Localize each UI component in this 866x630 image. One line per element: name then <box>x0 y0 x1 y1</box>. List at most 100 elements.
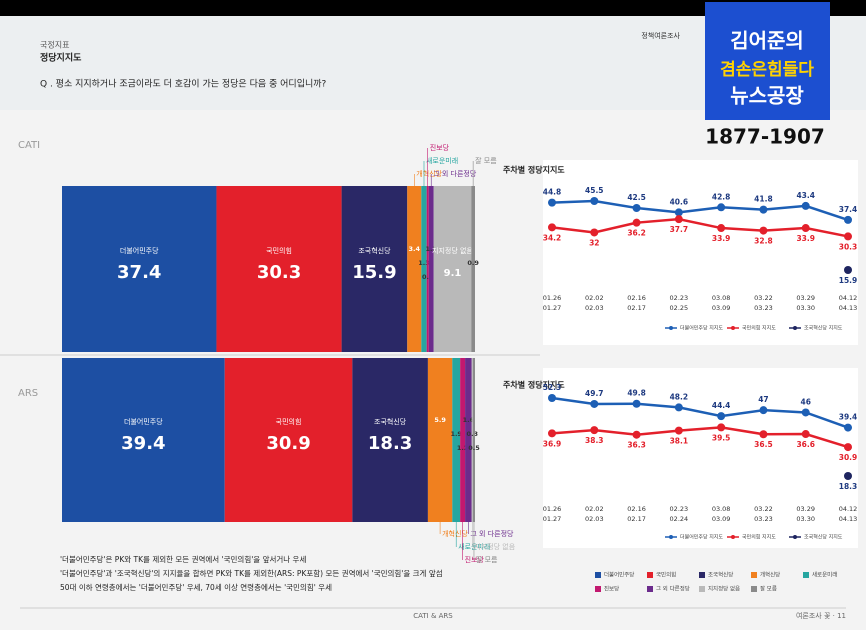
x-tick-label: 03.09 <box>712 304 731 312</box>
segment-name: 조국혁신당 <box>358 246 391 255</box>
legend-dot <box>669 326 673 330</box>
bar-segment <box>433 186 472 352</box>
point <box>674 208 683 217</box>
value-label: 47 <box>758 395 768 404</box>
point <box>632 203 641 212</box>
point <box>674 215 683 224</box>
legend-label: 진보당 <box>604 585 619 593</box>
bar-segment <box>62 186 217 352</box>
x-tick-label: 01.27 <box>543 515 562 523</box>
point <box>674 426 683 435</box>
segment-name: 진보당 <box>465 555 485 564</box>
segment-name: 지지정당 없음 <box>474 542 515 551</box>
value-label: 9.1 <box>444 268 462 279</box>
x-tick-label: 03.23 <box>754 515 773 523</box>
x-tick-label: 04.13 <box>839 304 858 312</box>
value-label: 30.3 <box>839 242 858 251</box>
x-tick-label: 02.17 <box>627 515 646 523</box>
legend-swatch <box>647 586 653 592</box>
value-label: 52.3 <box>543 383 562 392</box>
legend-dot <box>793 326 797 330</box>
value-label: 1.9 <box>450 430 462 438</box>
bar-segment <box>471 186 475 352</box>
point <box>717 203 726 212</box>
value-label: 42.5 <box>627 193 646 202</box>
legend-label: 지지정당 없음 <box>708 585 740 593</box>
value-label: 41.8 <box>754 195 773 204</box>
value-label: 1.6 <box>463 416 475 424</box>
legend-label: 조국혁신당 <box>708 571 733 579</box>
segment-name: 개혁신당 <box>442 529 468 538</box>
x-tick-label: 03.08 <box>712 294 731 302</box>
point <box>590 426 599 435</box>
value-label: 39.4 <box>121 433 165 454</box>
legend-dot <box>731 535 735 539</box>
legend-label: 개혁신당 <box>760 571 780 579</box>
legend-swatch <box>699 586 705 592</box>
x-tick-label: 02.17 <box>627 304 646 312</box>
x-tick-label: 01.27 <box>543 304 562 312</box>
bar-segment <box>421 186 427 352</box>
value-label: 15.9 <box>839 276 858 285</box>
point <box>759 226 768 235</box>
bar-segment <box>224 358 353 522</box>
value-label: 5.9 <box>434 416 446 424</box>
ars-label: ARS <box>18 388 38 399</box>
line <box>551 426 849 449</box>
bar-segment <box>452 358 461 522</box>
footer: CATI & ARS <box>413 612 453 620</box>
value-label: 37.4 <box>117 262 161 283</box>
value-label: 33.9 <box>796 234 815 243</box>
point <box>717 412 726 421</box>
cati-label: CATI <box>18 140 40 151</box>
segment-name: 개혁신당 <box>416 169 442 178</box>
legend-swatch <box>751 572 757 578</box>
logo-text: 겸손은힘들다 <box>720 59 814 80</box>
bar-segment <box>472 358 475 522</box>
logo-text: 김어준의 <box>730 29 804 53</box>
x-tick-label: 02.02 <box>585 505 604 513</box>
point <box>759 205 768 214</box>
segment-name: 잘 모름 <box>475 157 497 165</box>
x-tick-label: 03.30 <box>796 515 815 523</box>
segment-name: 조국혁신당 <box>374 417 407 426</box>
top-right: 정책여론조사 <box>641 31 680 40</box>
value-label: 44.8 <box>543 188 562 197</box>
value-label: 32 <box>589 238 599 247</box>
note: '더불어민주당'과 '조국혁신당'의 지지율을 합하면 PK와 TK를 제외한(… <box>60 568 443 578</box>
legend-swatch <box>751 586 757 592</box>
point <box>717 224 726 233</box>
value-label: 49.7 <box>585 389 604 398</box>
x-tick-label: 03.09 <box>712 515 731 523</box>
x-tick-label: 03.23 <box>754 304 773 312</box>
value-label: 0.5 <box>422 273 434 281</box>
x-tick-label: 02.03 <box>585 304 604 312</box>
legend-label: 조국혁신당 지지도 <box>804 534 843 541</box>
point <box>844 472 852 480</box>
value-label: 39.4 <box>839 413 858 422</box>
legend-dot <box>793 535 797 539</box>
point <box>548 198 556 207</box>
legend-label: 잘 모름 <box>760 585 777 593</box>
line <box>551 217 849 238</box>
legend-label: 국민의힘 <box>656 571 676 579</box>
legend-label: 더불어민주당 지지도 <box>680 534 723 541</box>
point <box>548 429 556 438</box>
value-label: 0.5 <box>468 444 480 452</box>
segment-name: 새로운미래 <box>426 156 458 165</box>
x-tick-label: 02.24 <box>670 515 689 523</box>
legend-dot <box>731 326 735 330</box>
value-label: 3.4 <box>409 245 421 253</box>
bar-segment <box>216 186 342 352</box>
chart-title: 주차별 정당지지도 <box>503 380 565 390</box>
legend-label: 국민의힘 지지도 <box>742 534 776 541</box>
header-title: 정당지지도 <box>40 52 82 64</box>
point <box>548 394 556 402</box>
point <box>844 215 852 224</box>
legend-label: 국민의힘 지지도 <box>742 325 776 332</box>
segment-name: 국민의힘 <box>266 246 292 255</box>
note: 50대 이하 연령층에서는 '더불어민주당' 우세, 70세 이상 연령층에서는… <box>60 582 332 592</box>
bar-segment <box>352 358 428 522</box>
value-label: 1.2 <box>457 444 469 452</box>
